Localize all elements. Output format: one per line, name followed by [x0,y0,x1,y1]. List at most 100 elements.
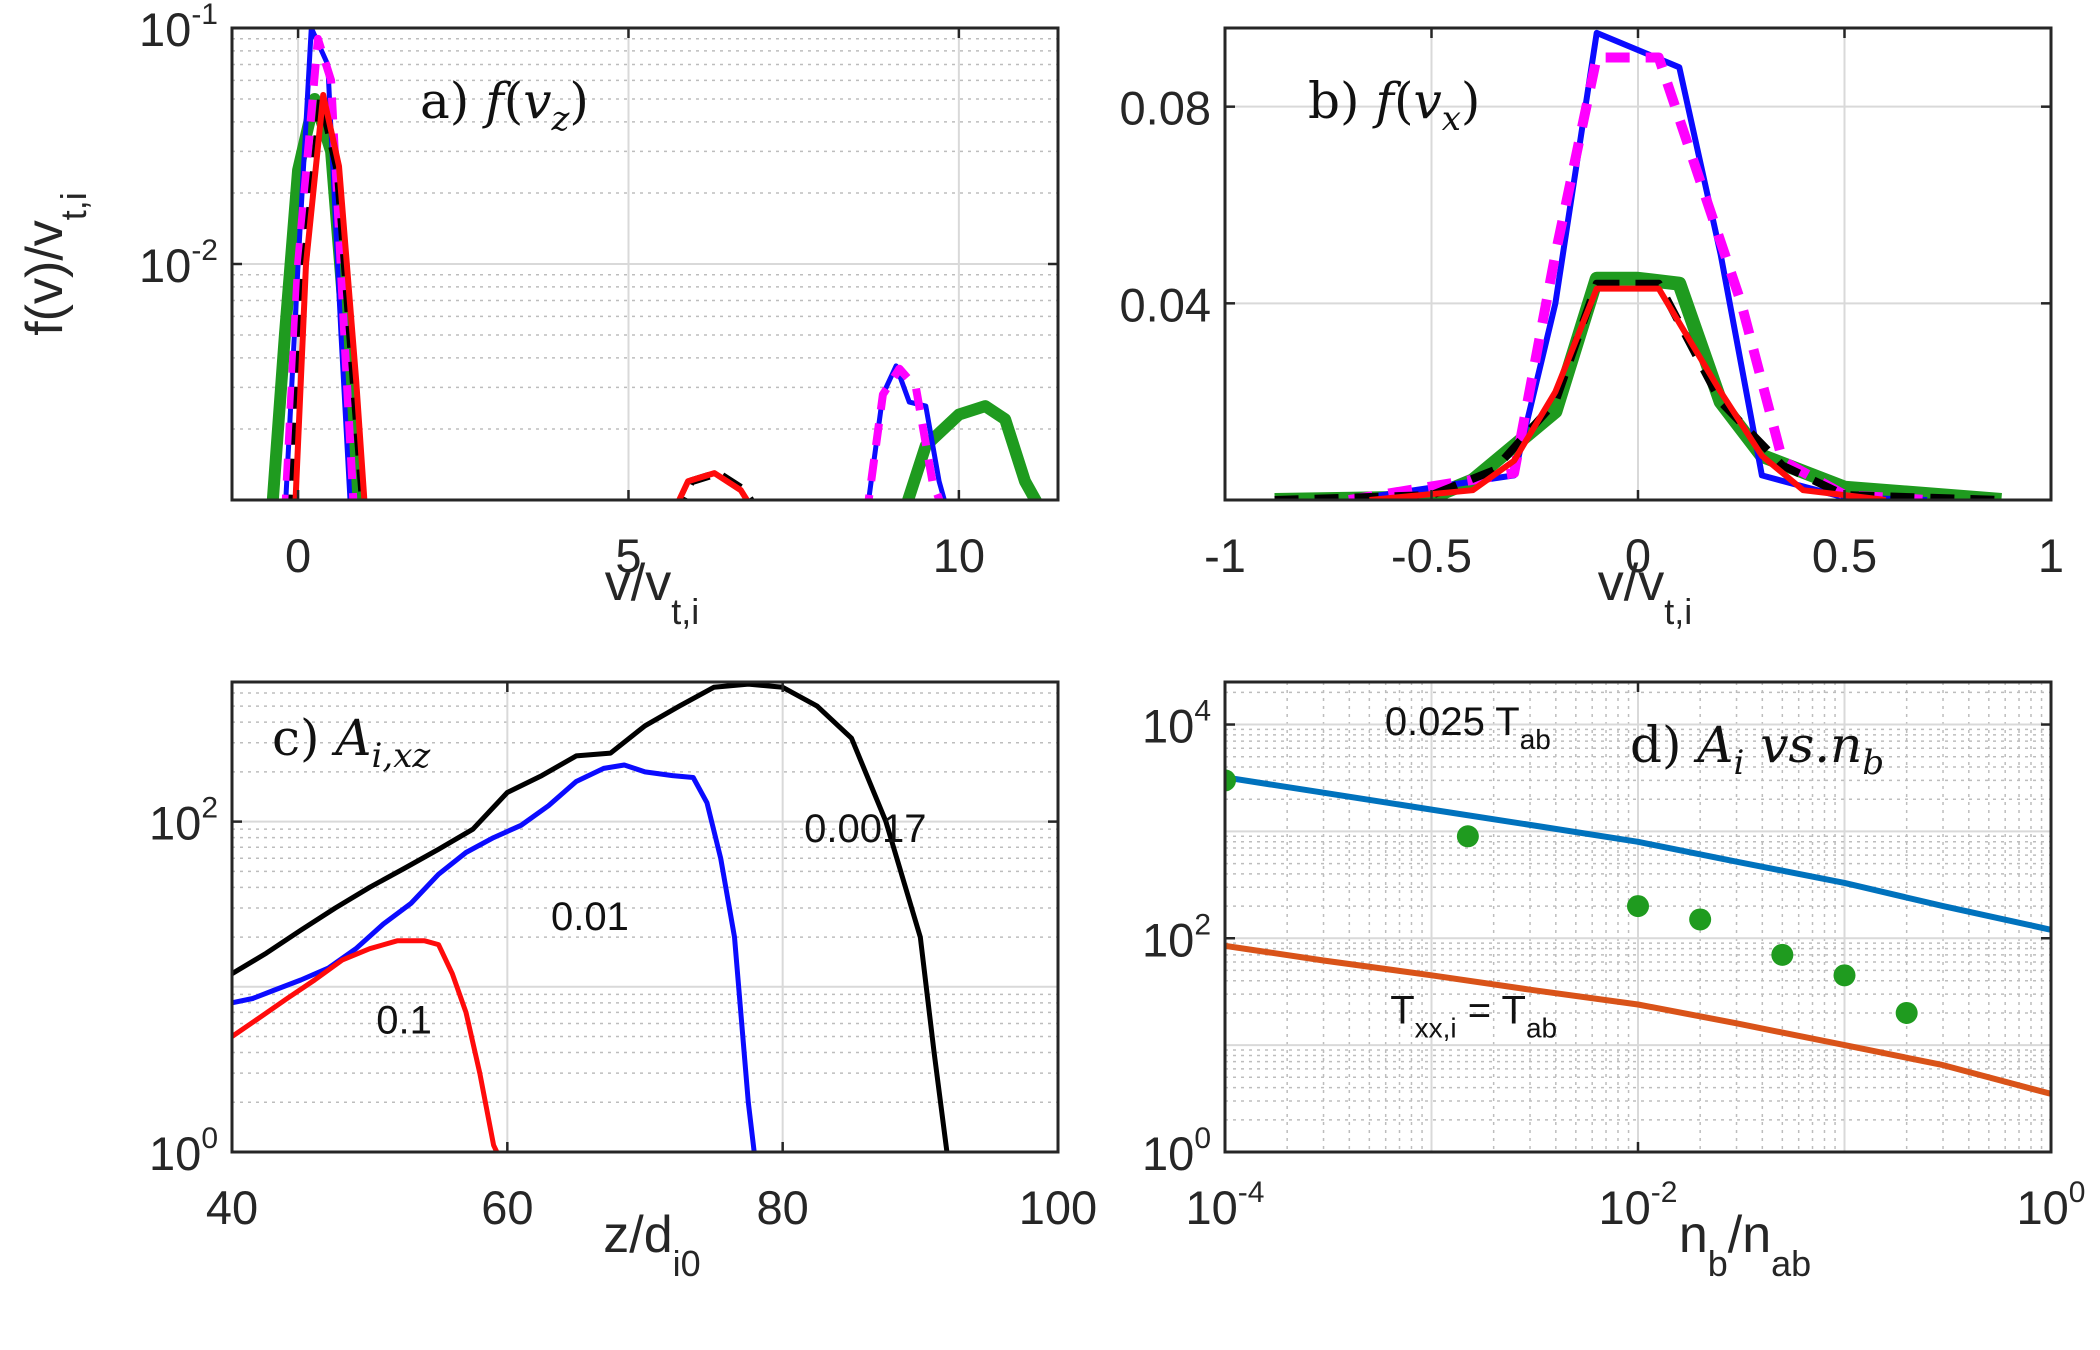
text-part: i [1734,743,1745,783]
annotation-2: 0.1 [376,999,432,1043]
text-part: = T [1457,988,1526,1032]
text-part: f(v)/v [16,220,74,336]
series-line-4-seg-0 [292,92,368,500]
text-part: 10 [2017,1181,2069,1234]
axes-frame [230,680,1060,1154]
text-part: 10 [1142,913,1194,966]
text-part: t,i [671,591,699,632]
y-tick-label-1: 102 [1142,908,1211,966]
annotation-0: 0.0017 [804,807,926,851]
text-part: 10 [1142,700,1194,753]
x-tick-label-3: 0.5 [1812,529,1877,582]
y-tick-label-2: 104 [1142,695,1211,753]
series-line-0-seg-0 [1225,774,2051,933]
grid [1225,682,2051,1152]
y-tick-label-1: 102 [149,792,218,850]
series-group [1225,769,2051,1097]
text-part: 10 [149,1127,201,1180]
text-part: 0.025 T [1385,700,1520,744]
text-part: 4 [1194,695,1211,728]
text-part: 10 [149,797,201,850]
x-axis-label: z/di0 [603,1206,700,1284]
x-tick-label-2: 80 [757,1181,809,1234]
text-part: /n [1728,1206,1771,1264]
text-part: c) [272,709,335,767]
text-part: 10 [1186,1181,1238,1234]
y-tick-label-1: 10-2 [139,234,218,292]
annotation-0: 0.025 Tab [1385,700,1551,755]
panel-title: a) f(vz) [420,72,589,139]
text-part: 0 [1194,1122,1211,1155]
x-tick-label-4: 1 [2038,529,2064,582]
text-part: b) [1308,72,1375,130]
x-tick-label-1: 5 [615,529,641,582]
text-part: ab [1771,1243,1811,1284]
x-tick-label-2: 10 [933,529,985,582]
text-part: 2 [1194,908,1211,941]
text-part: i,xz [372,736,432,776]
text-part: A [331,709,371,767]
scatter-point-0 [1225,769,1236,792]
text-part: n [1679,1206,1708,1264]
text-part: x [1442,99,1461,139]
annotation-1: Txx,i = Tab [1390,988,1557,1043]
text-part: -1 [191,0,218,31]
scatter-point-4 [1771,943,1794,966]
x-tick-label-3: 100 [1019,1181,1097,1234]
text-part: v/v [605,554,671,612]
text-part: v/v [1598,554,1664,612]
text-part: t,i [1664,591,1692,632]
series-line-0-seg-0 [232,682,950,1152]
scatter-point-6 [1895,1001,1918,1024]
series-line-1-seg-0 [232,762,757,1152]
text-part: b [1708,1243,1728,1284]
grid [1225,28,2051,500]
x-tick-label-0: 40 [206,1181,258,1234]
y-tick-label-0: 100 [149,1122,218,1180]
text-part: z/d [603,1206,672,1264]
x-tick-label-0: 10-4 [1186,1176,1265,1234]
panel-title: c) Ai,xz [272,709,431,776]
grid [232,682,1058,1152]
text-part: -2 [1651,1176,1678,1209]
text-part: z [551,99,571,139]
text-part: vs.n [1744,716,1862,774]
text-part: ( [1394,72,1414,130]
y-tick-label-0: 0.04 [1120,278,1211,331]
text-part: 2 [201,792,218,825]
x-tick-label-1: -0.5 [1391,529,1472,582]
text-part: 10 [139,3,191,56]
text-part: -2 [191,234,218,267]
text-part: xx,i [1415,1012,1457,1043]
text-part: -4 [1238,1176,1265,1209]
x-tick-label-0: -1 [1204,529,1246,582]
panel-title: b) f(vx) [1308,72,1480,139]
text-part: ab [1520,724,1551,755]
x-tick-label-1: 10-2 [1599,1176,1678,1234]
y-tick-label-0: 100 [1142,1122,1211,1180]
text-part: v [523,72,551,130]
text-part: b [1862,743,1884,783]
y-tick-label-1: 0.08 [1120,82,1211,135]
scatter-point-2 [1627,895,1649,918]
x-axis-label: v/vt,i [605,554,699,632]
series-line-4-seg-0 [1369,285,1887,500]
annotation-1: 0.01 [551,895,629,939]
panel-b: -1 -0.5 0 0.5 1 0.04 0.08 v/vt,i b) f(vx) [1120,26,2064,632]
x-axis-label: v/vt,i [1598,554,1692,632]
text-part: t,i [53,192,94,220]
text-part: ) [569,72,589,130]
text-part: a) [420,72,485,130]
y-tick-label-0: 10-1 [139,0,218,56]
x-tick-label-2: 0 [1625,529,1651,582]
text-part: 10 [139,239,191,292]
text-part: v [1413,72,1441,130]
panel-title: d) Ai vs.nb [1630,716,1884,783]
series-line-1-seg-0 [1225,942,2051,1097]
y-axis-label: f(v)/vt,i [16,192,94,336]
